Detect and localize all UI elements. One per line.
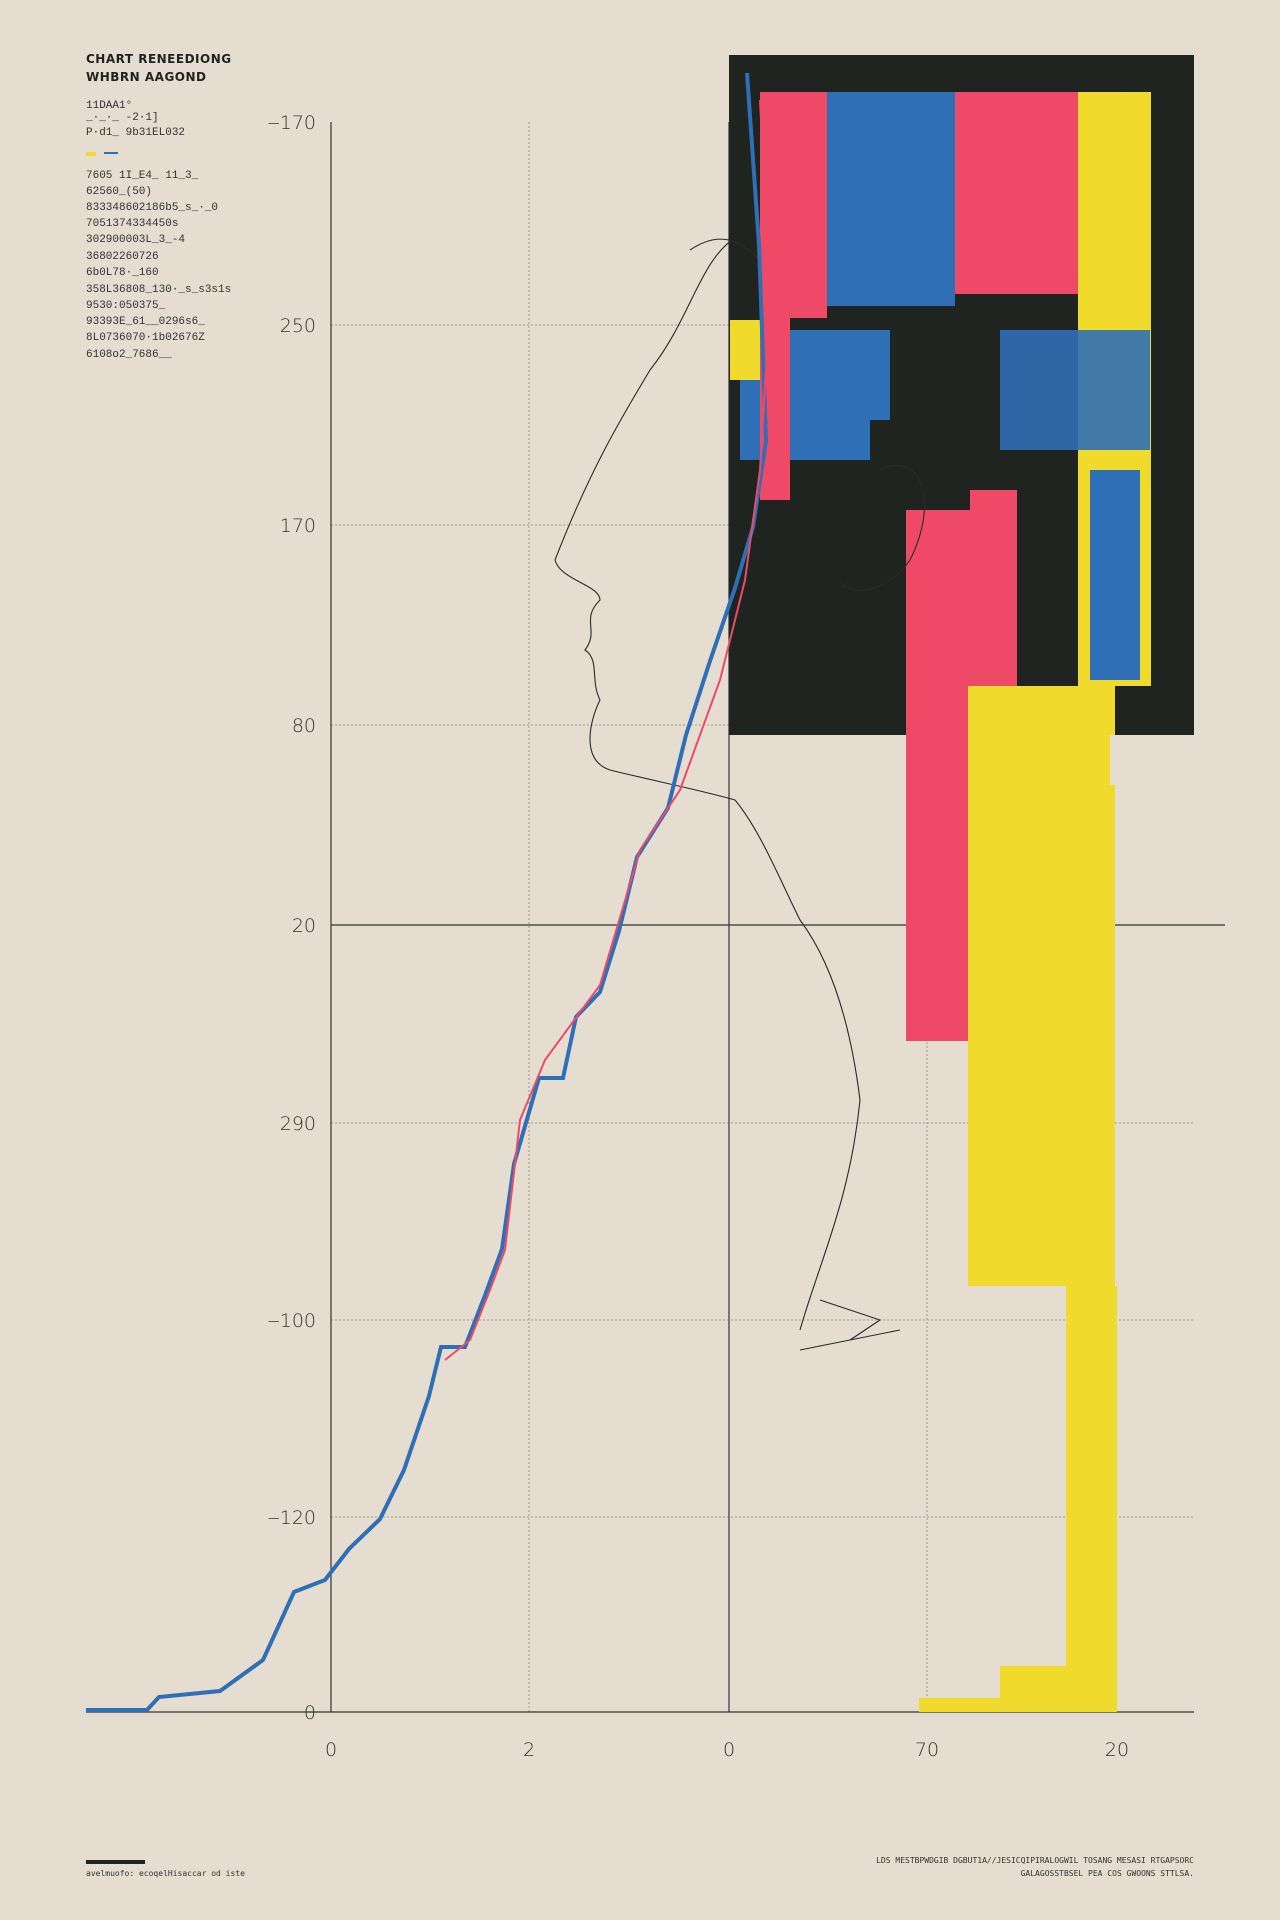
x-tick-label: 0 [723,1739,735,1761]
header-line: 11DAA1° [86,100,132,112]
block [1066,1286,1117,1703]
block [760,92,827,318]
block [827,92,955,306]
x-tick-label: 70 [915,1739,939,1761]
y-tick-label: ‒170 [268,112,316,134]
sketch [554,237,925,1351]
block [1000,1666,1117,1712]
block [1110,735,1194,785]
header-line: 302900003L_3_-4 [86,234,185,246]
x-tick-label: 0 [325,1739,337,1761]
header-line: 833348602186b5_s_·_0 [86,202,218,214]
header-line: 7605 1I_E4_ 11_3_ [86,170,199,182]
block [870,420,970,510]
header-line: 7051374334450s [86,218,178,230]
y-tick-label: 80 [292,715,316,737]
y-labels: ‒170 250 170 80 20 290 ‒100 ‒120 0 [268,112,316,1724]
x-labels: 0 2 0 70 20 [325,1739,1129,1761]
y-tick-label: 20 [292,915,316,937]
title: CHART RENEEDIONG [86,52,232,66]
y-tick-label: ‒120 [268,1507,316,1529]
header-line: 6108o2_7686__ [86,349,172,361]
header-line: 6b0L78·_160 [86,267,159,279]
header-line: 358L36808_130·_s_s3s1s [86,284,231,296]
footer-right: LDS MESTBPWDGIB DGBUT1A//JESICQIPIRALOGW… [876,1856,1194,1865]
block [919,1698,1009,1712]
x-tick-label: 20 [1105,1739,1129,1761]
header-lines: 11DAA1°_·_·_ -2·1] P·d1_ 9b31EL032 7605 1I… [85,100,231,361]
block [1090,470,1140,680]
y-tick-label: 250 [280,315,316,337]
header-line: 62560_(50) [86,186,152,198]
trend-line [86,72,769,1712]
header-line: 9530:050375_ [86,300,166,312]
subtitle: WHBRN AAGOND [86,70,207,84]
block [955,92,1078,294]
y-tick-label: ‒100 [268,1310,316,1332]
header-line: 36802260726 [86,251,159,263]
y-tick-label: 0 [304,1702,316,1724]
y-tick-label: 290 [280,1113,316,1135]
footer-bar [86,1860,145,1864]
block [968,686,1115,1286]
header-line: P·d1_ 9b31EL032 [86,127,185,139]
legend-swatch [104,152,118,154]
header-line: 93393E_61__0296s6_ [86,316,205,328]
legend-swatch [86,152,96,156]
footer-right: GALAGOSSTBSEL PEA COS GWOONS STTLSA. [1021,1869,1194,1878]
header-line: 8L0736070·1b02676Z [86,332,205,344]
x-tick-label: 2 [523,1739,535,1761]
block [1000,330,1150,450]
color-blocks [729,55,1194,1712]
trend-line-accent [444,99,772,1361]
footer-left: avelmuofo: ecoqelHisaccar od iste [86,1869,245,1878]
y-tick-label: 170 [280,515,316,537]
header-line: _·_·_ -2·1] [85,112,159,124]
